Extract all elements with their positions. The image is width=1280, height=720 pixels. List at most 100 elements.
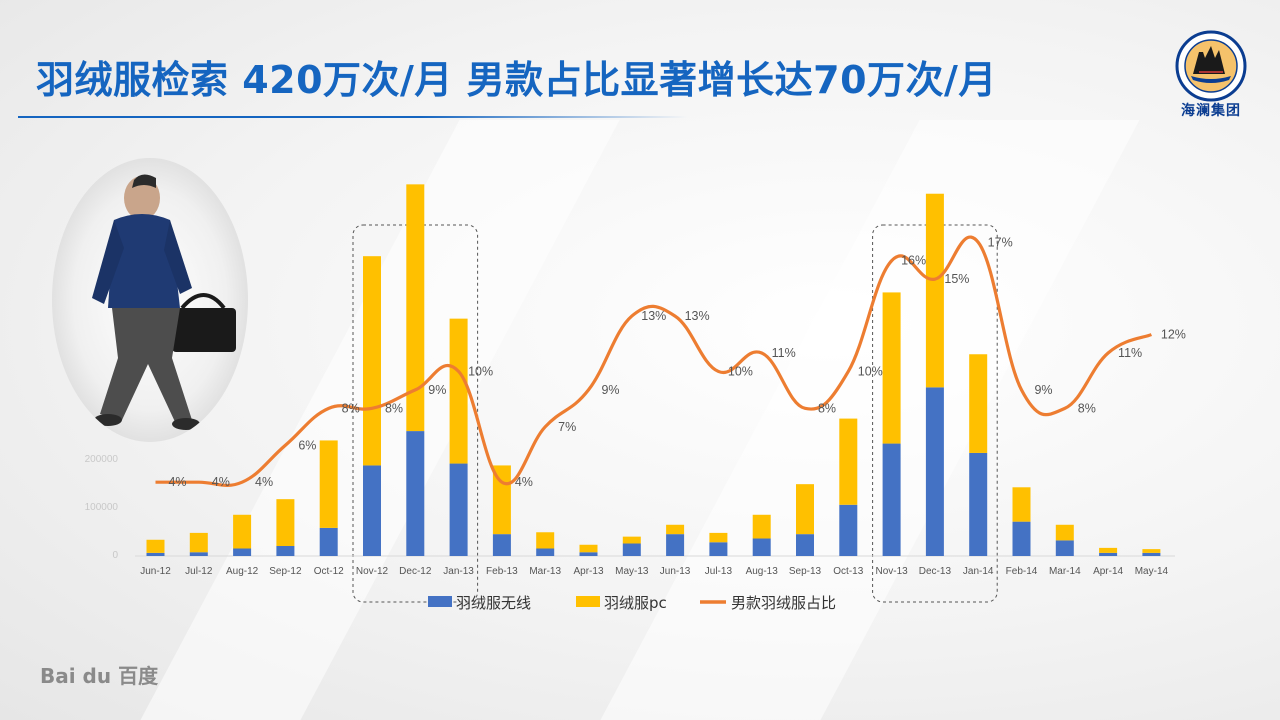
bar-pc bbox=[189, 532, 208, 553]
line-data-label: 9% bbox=[1034, 383, 1052, 397]
bar-mobile bbox=[233, 548, 252, 556]
bar-pc bbox=[622, 536, 641, 544]
line-data-label: 10% bbox=[728, 364, 753, 378]
legend-swatch bbox=[576, 596, 600, 607]
x-tick-label: Mar-13 bbox=[529, 566, 561, 577]
bar-mobile bbox=[709, 542, 728, 556]
logo-label: 海澜集团 bbox=[1181, 103, 1241, 119]
x-tick-label: Feb-13 bbox=[486, 566, 518, 577]
line-data-label: 4% bbox=[255, 475, 273, 489]
line-data-label: 4% bbox=[212, 475, 230, 489]
x-tick-label: Dec-12 bbox=[399, 566, 432, 577]
line-data-label: 6% bbox=[298, 438, 316, 452]
bar-pc bbox=[666, 524, 685, 535]
x-tick-label: Jul-12 bbox=[185, 566, 213, 577]
y-tick-label: 200000 bbox=[85, 454, 119, 465]
bar-pc bbox=[146, 539, 165, 553]
model-photo bbox=[52, 158, 248, 442]
x-tick-label: Jan-13 bbox=[443, 566, 474, 577]
line-data-label: 8% bbox=[385, 401, 403, 415]
bar-pc bbox=[319, 440, 338, 528]
bar-mobile bbox=[579, 552, 598, 556]
x-tick-label: Dec-13 bbox=[919, 566, 952, 577]
bar-mobile bbox=[492, 534, 511, 556]
y-tick-label: 0 bbox=[112, 550, 118, 561]
bar-mobile bbox=[276, 546, 295, 556]
legend-label: 男款羽绒服占比 bbox=[731, 594, 836, 612]
bar-mobile bbox=[752, 538, 771, 556]
x-tick-label: Mar-14 bbox=[1049, 566, 1081, 577]
line-data-label: 15% bbox=[944, 272, 969, 286]
line-data-label: 13% bbox=[685, 309, 710, 323]
x-tick-label: Jun-13 bbox=[660, 566, 691, 577]
bar-mobile bbox=[796, 534, 814, 556]
x-tick-label: Nov-12 bbox=[356, 566, 389, 577]
bar-pc bbox=[449, 318, 468, 464]
bar-pc bbox=[839, 418, 858, 505]
bar-mobile bbox=[839, 504, 858, 556]
bar-mobile bbox=[1055, 540, 1074, 556]
heilan-group-logo bbox=[1175, 30, 1247, 102]
legend-swatch bbox=[428, 596, 452, 607]
bar-pc bbox=[536, 532, 555, 549]
bar-pc bbox=[796, 484, 814, 535]
bar-mobile bbox=[319, 527, 338, 556]
x-tick-label: Sep-12 bbox=[269, 566, 302, 577]
title-underline bbox=[18, 116, 688, 118]
x-tick-label: Jan-14 bbox=[963, 566, 994, 577]
bar-pc bbox=[276, 499, 295, 547]
x-tick-label: Aug-13 bbox=[746, 566, 779, 577]
bar-pc bbox=[752, 514, 771, 539]
bar-pc bbox=[233, 514, 252, 549]
line-data-label: 9% bbox=[428, 383, 446, 397]
bar-mobile bbox=[666, 534, 685, 556]
line-series-male-share bbox=[155, 235, 1153, 488]
bar-mobile bbox=[449, 463, 468, 556]
man-in-down-jacket-image bbox=[92, 174, 236, 430]
bar-pc bbox=[1142, 549, 1161, 553]
bar-mobile bbox=[189, 552, 208, 556]
bar-pc bbox=[1055, 524, 1074, 541]
bar-pc bbox=[363, 256, 381, 466]
x-tick-label: Nov-13 bbox=[875, 566, 908, 577]
x-tick-label: May-14 bbox=[1135, 566, 1169, 577]
legend-label: 羽绒服无线 bbox=[456, 594, 531, 612]
line-data-label: 13% bbox=[641, 309, 666, 323]
bar-mobile bbox=[363, 465, 381, 556]
bar-pc bbox=[709, 532, 728, 543]
x-tick-label: Apr-14 bbox=[1093, 566, 1123, 577]
line-data-label: 12% bbox=[1161, 328, 1186, 342]
line-data-label: 17% bbox=[988, 235, 1013, 249]
x-tick-label: Jun-12 bbox=[140, 566, 171, 577]
legend-label: 羽绒服pc bbox=[604, 594, 667, 612]
line-data-label: 11% bbox=[772, 346, 796, 360]
bar-pc bbox=[925, 193, 944, 388]
bar-mobile bbox=[1142, 552, 1161, 556]
bar-mobile bbox=[536, 548, 555, 556]
line-data-label: 9% bbox=[601, 383, 619, 397]
bar-pc bbox=[579, 544, 598, 553]
line-data-label: 4% bbox=[168, 475, 186, 489]
line-data-label: 8% bbox=[818, 401, 836, 415]
line-data-label: 16% bbox=[901, 254, 926, 268]
bar-pc bbox=[882, 292, 901, 444]
x-tick-label: Apr-13 bbox=[573, 566, 603, 577]
bar-mobile bbox=[146, 552, 165, 556]
bar-pc bbox=[1099, 547, 1118, 553]
bar-pc bbox=[969, 354, 988, 453]
bar-pc bbox=[1012, 487, 1031, 522]
x-tick-label: Jul-13 bbox=[705, 566, 733, 577]
y-tick-label: 100000 bbox=[85, 502, 119, 513]
x-tick-label: Aug-12 bbox=[226, 566, 259, 577]
bar-mobile bbox=[1099, 552, 1118, 556]
bar-mobile bbox=[1012, 521, 1031, 556]
x-tick-label: Oct-13 bbox=[833, 566, 863, 577]
x-tick-label: May-13 bbox=[615, 566, 649, 577]
bar-mobile bbox=[622, 543, 641, 556]
bar-pc bbox=[406, 184, 425, 432]
x-tick-label: Feb-14 bbox=[1006, 566, 1038, 577]
baidu-watermark: Bai du 百度 bbox=[40, 664, 159, 688]
line-data-label: 8% bbox=[342, 401, 360, 415]
line-data-label: 11% bbox=[1118, 346, 1142, 360]
